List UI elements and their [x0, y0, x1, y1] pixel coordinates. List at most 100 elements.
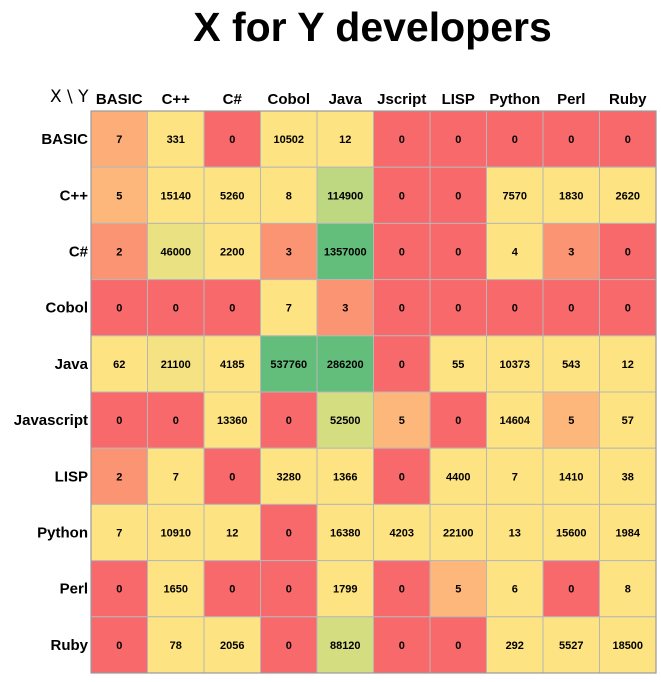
column-label: Perl [557, 91, 585, 108]
cell-value-label: 4203 [390, 528, 414, 540]
heatmap-cell [542, 166, 600, 224]
cell-value-label: 18500 [612, 640, 643, 652]
cell-value-label: 0 [399, 134, 405, 146]
cell-value-label: 0 [229, 471, 235, 483]
column-label: Python [489, 91, 540, 108]
cell-value-label: 0 [173, 415, 179, 427]
cell-value-label: 1410 [559, 471, 583, 483]
cell-value-label: 1799 [333, 584, 357, 596]
cell-value-label: 5 [399, 415, 405, 427]
row-label: Perl [60, 581, 88, 598]
heatmap-cell [542, 447, 600, 505]
cell-value-label: 0 [568, 134, 574, 146]
cell-value-label: 0 [399, 303, 405, 315]
row-label: Ruby [51, 637, 89, 654]
heatmap-cell [599, 616, 657, 674]
heatmap-cell [429, 222, 487, 281]
heatmap-cell [429, 279, 487, 337]
cell-value-label: 0 [625, 134, 631, 146]
cell-value-label: 16380 [330, 528, 361, 540]
heatmap-cell [373, 222, 431, 281]
heatmap-cell [542, 616, 600, 674]
column-label: Ruby [609, 91, 647, 108]
row-label: Java [55, 356, 89, 373]
corner-axis-label: X \ Y [50, 87, 89, 107]
cell-value-label: 5260 [220, 190, 244, 202]
heatmap-cell [429, 335, 487, 393]
cell-value-label: 114900 [327, 190, 363, 202]
cell-value-label: 14604 [499, 415, 530, 427]
heatmap-cell [486, 335, 544, 393]
heatmap-cell [260, 391, 318, 449]
cell-value-label: 4400 [446, 471, 470, 483]
heatmap-cell [599, 447, 657, 505]
cell-value-label: 38 [622, 471, 634, 483]
cell-value-label: 0 [625, 247, 631, 259]
cell-value-label: 0 [229, 303, 235, 315]
row-label: BASIC [41, 131, 88, 148]
cell-value-label: 0 [512, 303, 518, 315]
cell-value-label: 57 [622, 415, 634, 427]
cell-value-label: 8 [286, 190, 292, 202]
cell-value-label: 3 [568, 247, 574, 259]
cell-value-label: 0 [116, 640, 122, 652]
cell-value-label: 1984 [616, 528, 641, 540]
cell-value-label: 0 [399, 640, 405, 652]
cell-value-label: 7 [116, 134, 122, 146]
cell-value-label: 10373 [499, 359, 530, 371]
heatmap-cell [429, 447, 487, 505]
heatmap-cell [316, 616, 374, 674]
heatmap-cell [373, 335, 431, 393]
cell-value-label: 0 [455, 190, 461, 202]
heatmap-cell [373, 616, 431, 674]
cell-value-label: 0 [455, 640, 461, 652]
cell-value-label: 12 [339, 134, 351, 146]
heatmap-cell [542, 110, 600, 168]
column-label: Jscript [377, 91, 426, 108]
heatmap-cell [429, 560, 487, 618]
cell-value-label: 286200 [327, 359, 364, 371]
heatmap-cell [147, 391, 205, 449]
heatmap-cell [147, 616, 205, 674]
heatmap-cell [542, 391, 600, 449]
cell-value-label: 292 [506, 640, 524, 652]
heatmap-cell [147, 166, 205, 224]
cell-value-label: 0 [568, 584, 574, 596]
heatmap-cell [147, 222, 205, 281]
heatmap-cell [486, 222, 544, 281]
cell-value-label: 13 [509, 528, 521, 540]
cell-value-label: 12 [622, 359, 634, 371]
column-label: Java [329, 91, 363, 108]
cell-value-label: 0 [399, 584, 405, 596]
cell-value-label: 21100 [161, 359, 191, 371]
heatmap-cell [260, 166, 318, 224]
cell-value-label: 2 [116, 471, 122, 483]
heatmap-cell [373, 503, 431, 562]
cell-value-label: 0 [568, 303, 574, 315]
cell-value-label: 0 [229, 134, 235, 146]
cell-value-label: 1366 [333, 471, 357, 483]
cell-value-label: 52500 [330, 415, 361, 427]
cell-value-label: 6 [512, 584, 518, 596]
row-label: C# [69, 244, 89, 261]
row-label: Cobol [46, 300, 89, 317]
heatmap-cell [599, 503, 657, 562]
column-label: C# [223, 91, 243, 108]
cell-value-label: 8 [625, 584, 631, 596]
cell-value-label: 5 [568, 415, 574, 427]
cell-value-label: 0 [455, 134, 461, 146]
heatmap-cell [90, 447, 148, 505]
cell-value-label: 12 [226, 528, 238, 540]
heatmap-cell [542, 279, 600, 337]
column-label: Cobol [268, 91, 311, 108]
chart-title: X for Y developers [193, 4, 552, 50]
cell-value-label: 3 [286, 247, 292, 259]
heatmap-cell [147, 503, 205, 562]
cell-value-label: 537760 [270, 359, 307, 371]
column-label: BASIC [96, 91, 143, 108]
cell-value-label: 1650 [164, 584, 188, 596]
cell-value-label: 2620 [616, 190, 640, 202]
cell-value-label: 15140 [160, 190, 191, 202]
row-label: Python [37, 525, 88, 542]
